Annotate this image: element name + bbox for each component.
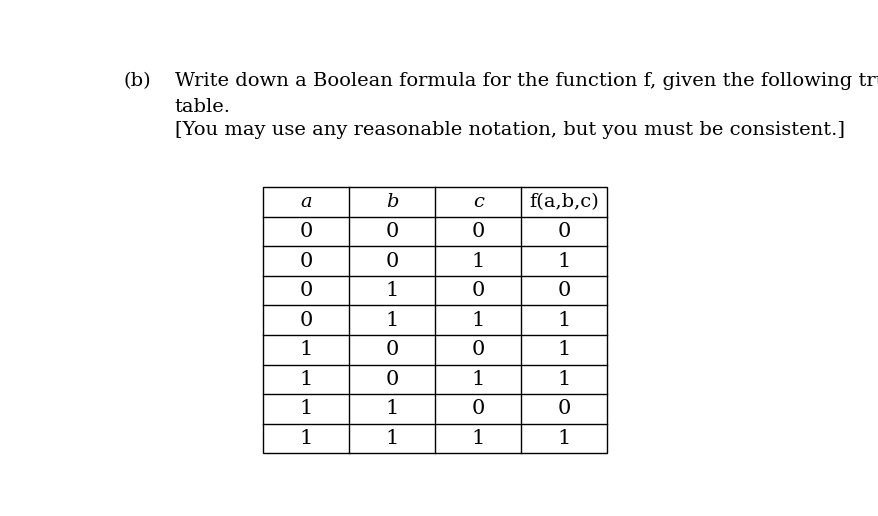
Text: 0: 0 [557, 222, 570, 241]
Text: 1: 1 [471, 429, 485, 448]
Text: 1: 1 [299, 340, 313, 359]
Text: 1: 1 [471, 311, 485, 330]
Text: a: a [300, 193, 312, 211]
Text: 1: 1 [385, 311, 399, 330]
Text: f(a,b,c): f(a,b,c) [529, 193, 599, 211]
Text: c: c [472, 193, 483, 211]
Text: 1: 1 [557, 251, 570, 270]
Text: 0: 0 [557, 399, 570, 418]
Text: 0: 0 [385, 340, 399, 359]
Text: b: b [385, 193, 398, 211]
Text: 0: 0 [471, 222, 485, 241]
Text: 0: 0 [385, 222, 399, 241]
Text: 0: 0 [299, 281, 313, 300]
Text: 0: 0 [385, 370, 399, 389]
Text: 0: 0 [299, 311, 313, 330]
Text: 1: 1 [385, 429, 399, 448]
Text: Write down a Boolean formula for the function f, given the following truth: Write down a Boolean formula for the fun… [175, 72, 878, 90]
Text: [You may use any reasonable notation, but you must be consistent.]: [You may use any reasonable notation, bu… [175, 121, 844, 139]
Text: 1: 1 [385, 281, 399, 300]
Text: 0: 0 [471, 340, 485, 359]
Text: 1: 1 [557, 429, 570, 448]
Text: 1: 1 [557, 340, 570, 359]
Text: 1: 1 [299, 399, 313, 418]
Text: 1: 1 [299, 429, 313, 448]
Text: (b): (b) [123, 72, 151, 90]
Text: table.: table. [175, 99, 230, 117]
Text: 0: 0 [385, 251, 399, 270]
Text: 0: 0 [471, 281, 485, 300]
Text: 1: 1 [299, 370, 313, 389]
Text: 1: 1 [557, 311, 570, 330]
Text: 0: 0 [471, 399, 485, 418]
Text: 1: 1 [385, 399, 399, 418]
Text: 0: 0 [557, 281, 570, 300]
Text: 0: 0 [299, 251, 313, 270]
Text: 1: 1 [471, 370, 485, 389]
Text: 0: 0 [299, 222, 313, 241]
Text: 1: 1 [557, 370, 570, 389]
Text: 1: 1 [471, 251, 485, 270]
